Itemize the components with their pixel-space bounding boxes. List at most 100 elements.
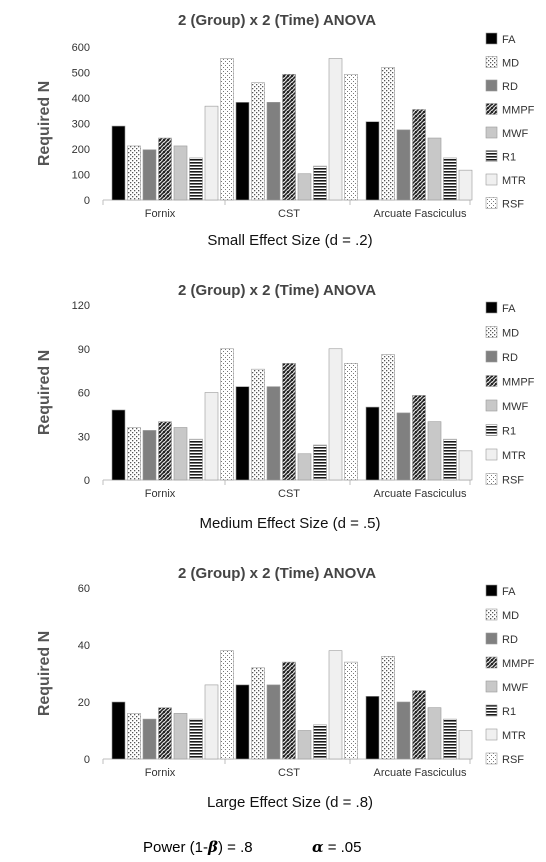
bar-md-0 bbox=[127, 427, 141, 481]
bar-rsf-1 bbox=[344, 363, 358, 481]
bar-mwf-1 bbox=[297, 730, 312, 760]
bar-md-2 bbox=[381, 67, 395, 201]
bar-mmpf-0 bbox=[158, 137, 172, 201]
legend-swatch-mmpf bbox=[485, 375, 498, 387]
legend-label: R1 bbox=[502, 706, 516, 718]
bar-mwf-2 bbox=[427, 707, 442, 760]
legend-label: MTR bbox=[502, 730, 526, 742]
legend-swatch-r1 bbox=[485, 150, 498, 162]
bar-mtr-2 bbox=[458, 450, 473, 481]
bar-fa-1 bbox=[235, 386, 250, 481]
bar-md-1 bbox=[251, 82, 265, 201]
bar-mmpf-1 bbox=[282, 363, 296, 481]
chart-title: 2 (Group) x 2 (Time) ANOVA bbox=[178, 282, 376, 299]
legend-swatch-mwf bbox=[485, 680, 498, 693]
bar-r1-1 bbox=[313, 444, 327, 481]
y-tick-label: 40 bbox=[78, 640, 90, 652]
y-axis-label: Required N bbox=[36, 631, 53, 716]
bar-md-0 bbox=[127, 145, 141, 201]
bar-mmpf-2 bbox=[412, 109, 426, 201]
bar-mmpf-2 bbox=[412, 395, 426, 481]
bar-r1-0 bbox=[189, 718, 203, 760]
bar-md-1 bbox=[251, 667, 265, 760]
legend-label: MMPF bbox=[502, 658, 535, 670]
y-tick-label: 60 bbox=[78, 583, 90, 595]
legend-label: MTR bbox=[502, 450, 526, 462]
bar-mwf-2 bbox=[427, 421, 442, 481]
bar-md-2 bbox=[381, 656, 395, 760]
category-label: CST bbox=[278, 208, 300, 220]
legend-swatch-rsf bbox=[485, 752, 498, 765]
bar-mtr-1 bbox=[328, 348, 343, 481]
category-label: Fornix bbox=[145, 208, 176, 220]
legend-swatch-mwf bbox=[485, 126, 498, 139]
legend-label: MWF bbox=[502, 682, 529, 694]
bar-mtr-1 bbox=[328, 58, 343, 201]
beta-symbol: β bbox=[208, 838, 218, 856]
bar-mtr-0 bbox=[204, 684, 219, 760]
legend-label: MD bbox=[502, 610, 519, 622]
category-label: Arcuate Fasciculus bbox=[374, 208, 467, 220]
y-tick-label: 400 bbox=[72, 93, 90, 105]
bar-fa-2 bbox=[365, 121, 380, 201]
bar-r1-0 bbox=[189, 438, 203, 481]
legend-label: RD bbox=[502, 634, 518, 646]
legend-label: RD bbox=[502, 352, 518, 364]
category-label: CST bbox=[278, 488, 300, 500]
legend-swatch-rsf bbox=[485, 473, 498, 485]
legend-swatch-fa bbox=[485, 32, 498, 45]
y-tick-label: 30 bbox=[78, 431, 90, 443]
y-tick-label: 100 bbox=[72, 170, 90, 182]
bar-rd-1 bbox=[266, 684, 281, 760]
bar-mmpf-2 bbox=[412, 690, 426, 760]
bar-fa-2 bbox=[365, 406, 380, 481]
y-tick-label: 500 bbox=[72, 68, 90, 80]
x-axis-label: Medium Effect Size (d = .5) bbox=[199, 515, 380, 532]
bar-fa-0 bbox=[111, 409, 126, 481]
chart-title: 2 (Group) x 2 (Time) ANOVA bbox=[178, 12, 376, 29]
legend-label: MD bbox=[502, 58, 519, 70]
y-tick-label: 120 bbox=[72, 300, 90, 312]
bar-mtr-2 bbox=[458, 730, 473, 760]
legend-swatch-md bbox=[485, 56, 498, 68]
legend-label: MMPF bbox=[502, 377, 535, 389]
category-label: CST bbox=[278, 767, 300, 779]
chart-title: 2 (Group) x 2 (Time) ANOVA bbox=[178, 565, 376, 582]
chart-panel-1: 2 (Group) x 2 (Time) ANOVA Required N 0 100… bbox=[36, 12, 535, 249]
legend-label: RD bbox=[502, 81, 518, 93]
legend-label: FA bbox=[502, 303, 516, 315]
bar-fa-1 bbox=[235, 684, 250, 760]
bar-rd-2 bbox=[396, 129, 411, 201]
legend-swatch-mmpf bbox=[485, 103, 498, 115]
category-label: Arcuate Fasciculus bbox=[374, 488, 467, 500]
bar-mtr-0 bbox=[204, 392, 219, 481]
legend-swatch-r1 bbox=[485, 424, 498, 436]
legend-label: MD bbox=[502, 328, 519, 340]
bar-r1-1 bbox=[313, 724, 327, 760]
bar-rd-1 bbox=[266, 102, 281, 201]
bar-mtr-2 bbox=[458, 169, 473, 201]
legend-label: MMPF bbox=[502, 105, 535, 117]
bar-rd-0 bbox=[142, 718, 157, 760]
legend-swatch-mtr bbox=[485, 728, 498, 741]
bar-rd-0 bbox=[142, 149, 157, 201]
bar-rsf-1 bbox=[344, 661, 358, 760]
chart-panel-3: 2 (Group) x 2 (Time) ANOVA Required N 0 20 4… bbox=[36, 565, 535, 811]
bar-mmpf-1 bbox=[282, 661, 296, 760]
y-tick-label: 300 bbox=[72, 119, 90, 131]
category-label: Fornix bbox=[145, 767, 176, 779]
legend-swatch-mtr bbox=[485, 448, 498, 461]
bar-mwf-0 bbox=[173, 713, 188, 760]
bar-rsf-0 bbox=[220, 650, 234, 760]
y-axis-label: Required N bbox=[36, 350, 53, 435]
y-tick-label: 600 bbox=[72, 42, 90, 54]
y-tick-label: 200 bbox=[72, 144, 90, 156]
category-label: Fornix bbox=[145, 488, 176, 500]
legend-label: R1 bbox=[502, 152, 516, 164]
legend-swatch-mwf bbox=[485, 399, 498, 412]
legend-swatch-rd bbox=[485, 350, 498, 363]
legend-label: R1 bbox=[502, 426, 516, 438]
bar-md-2 bbox=[381, 354, 395, 481]
y-tick-label: 0 bbox=[84, 195, 90, 207]
legend-swatch-md bbox=[485, 326, 498, 338]
